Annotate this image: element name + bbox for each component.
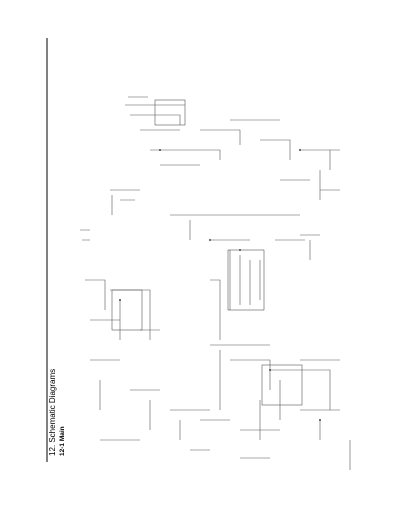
section-title: 12. Schematic Diagrams xyxy=(48,369,57,456)
section-subtitle: 12-1 Main xyxy=(59,426,66,456)
schematic-drawing xyxy=(80,96,351,470)
